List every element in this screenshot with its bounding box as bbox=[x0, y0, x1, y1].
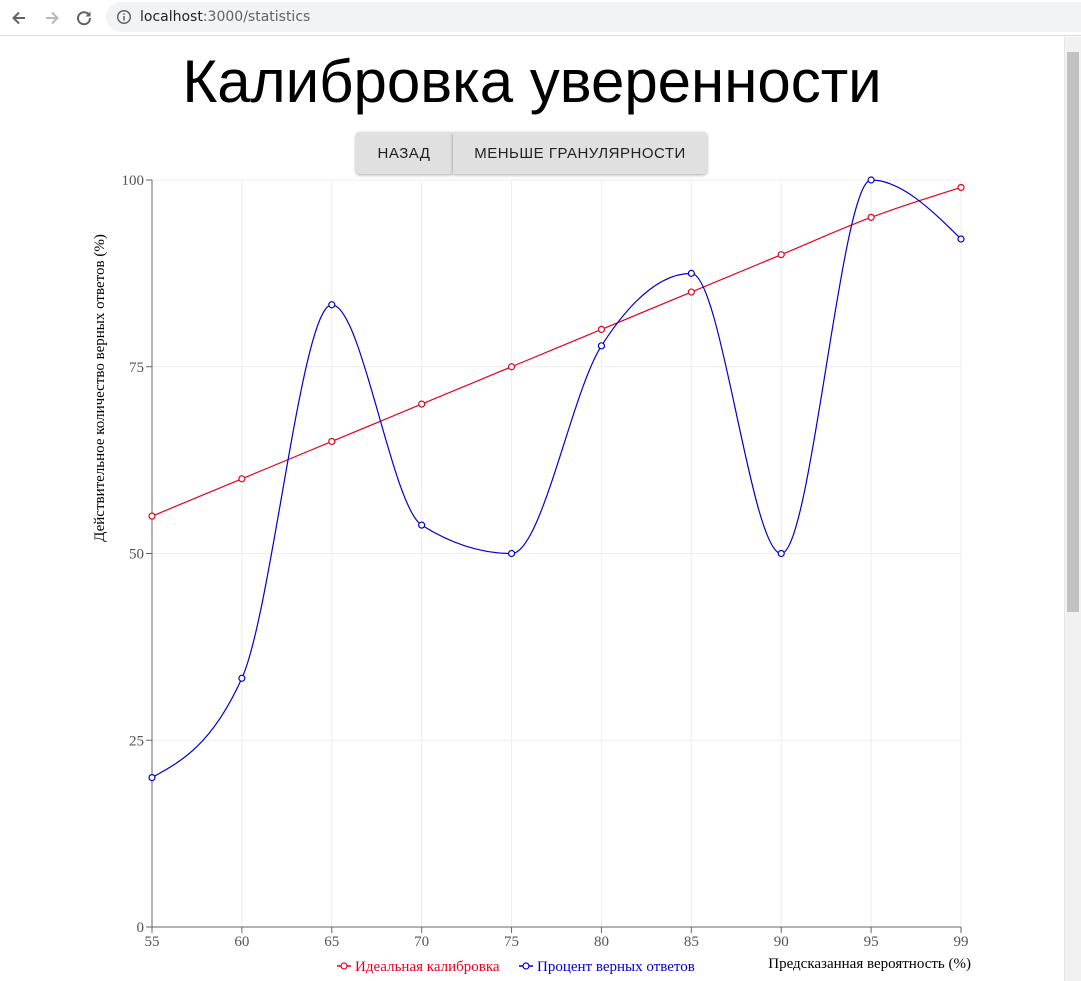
x-tick-label: 75 bbox=[504, 934, 519, 950]
page-scrollbar[interactable] bbox=[1064, 37, 1081, 981]
legend-item-1[interactable]: Процент верных ответов bbox=[519, 959, 695, 975]
browser-toolbar: localhost:3000/statistics bbox=[0, 0, 1081, 36]
back-button[interactable]: НАЗАД bbox=[356, 132, 452, 174]
scrollbar-thumb[interactable] bbox=[1067, 52, 1079, 612]
data-point bbox=[867, 176, 875, 184]
data-point bbox=[507, 549, 516, 558]
x-tick-label: 99 bbox=[954, 934, 969, 950]
y-tick-label: 75 bbox=[129, 360, 144, 376]
data-point bbox=[687, 269, 695, 277]
chart-points bbox=[148, 176, 965, 782]
address-bar[interactable]: localhost:3000/statistics bbox=[106, 2, 1081, 32]
x-axis-title: Предсказанная вероятность (%) bbox=[768, 956, 971, 972]
url-host: localhost bbox=[140, 9, 203, 25]
x-tick-label: 55 bbox=[145, 934, 160, 950]
data-point bbox=[777, 549, 785, 558]
x-tick-label: 90 bbox=[774, 934, 789, 950]
url-path: :3000/statistics bbox=[202, 9, 311, 25]
forward-arrow-icon[interactable] bbox=[40, 6, 64, 30]
x-tick-label: 70 bbox=[414, 934, 429, 950]
data-point bbox=[418, 521, 426, 529]
data-point bbox=[867, 213, 875, 221]
button-group: НАЗАД МЕНЬШЕ ГРАНУЛЯРНОСТИ bbox=[356, 132, 707, 174]
page-title: Калибровка уверенности bbox=[182, 48, 882, 115]
chart-series bbox=[151, 179, 962, 779]
legend-label: Идеальная калибровка bbox=[355, 959, 500, 975]
data-point bbox=[148, 773, 156, 782]
data-point bbox=[597, 342, 606, 350]
legend-swatch-point bbox=[340, 962, 348, 970]
data-point bbox=[238, 475, 246, 483]
less-granularity-button[interactable]: МЕНЬШЕ ГРАНУЛЯРНОСТИ bbox=[453, 132, 707, 174]
legend-swatch-point bbox=[522, 962, 530, 970]
x-tick-label: 65 bbox=[324, 934, 339, 950]
url-text[interactable]: localhost:3000/statistics bbox=[140, 9, 310, 25]
data-point bbox=[957, 235, 965, 243]
legend-label: Процент верных ответов bbox=[537, 959, 695, 975]
y-axis-title: Действительное количество верных ответов… bbox=[92, 234, 108, 542]
series-line-0 bbox=[151, 186, 962, 517]
x-tick-label: 85 bbox=[684, 934, 699, 950]
data-point bbox=[148, 512, 156, 520]
x-tick-label: 60 bbox=[234, 934, 249, 950]
data-point bbox=[777, 251, 785, 259]
chart-axes: 0 25 50 75 100 55 60 65 70 75 80 85 90 95 99 bbox=[122, 173, 969, 950]
chart-legend: Идеальная калибровка Процент верных ответ… bbox=[337, 959, 695, 975]
x-tick-label: 80 bbox=[594, 934, 609, 950]
data-point bbox=[418, 400, 426, 408]
x-tick-label: 95 bbox=[864, 934, 879, 950]
legend-item-0[interactable]: Идеальная калибровка bbox=[337, 959, 500, 975]
data-point bbox=[957, 183, 965, 192]
y-tick-label: 25 bbox=[129, 733, 144, 749]
y-tick-label: 100 bbox=[122, 173, 145, 189]
series-line-1 bbox=[151, 179, 962, 779]
data-point bbox=[238, 674, 246, 682]
back-arrow-icon[interactable] bbox=[7, 6, 31, 30]
data-point bbox=[328, 437, 336, 446]
site-info-icon[interactable] bbox=[116, 9, 132, 25]
reload-icon[interactable] bbox=[72, 6, 96, 30]
data-point bbox=[687, 288, 695, 296]
data-point bbox=[328, 301, 336, 309]
y-tick-label: 0 bbox=[137, 920, 145, 936]
y-tick-label: 50 bbox=[129, 547, 144, 563]
data-point bbox=[597, 325, 606, 333]
chart-grid bbox=[151, 179, 962, 928]
data-point bbox=[507, 363, 516, 371]
